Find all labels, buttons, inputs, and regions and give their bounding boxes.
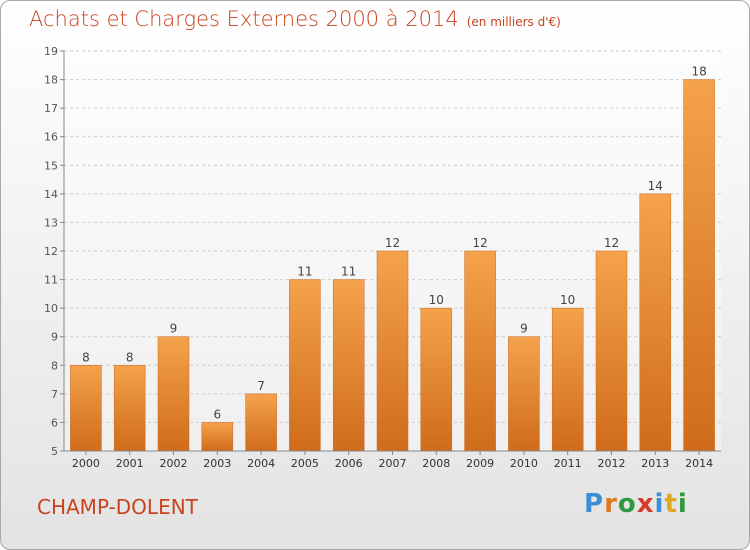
bar-value-label: 18 bbox=[691, 65, 706, 79]
bar-value-label: 14 bbox=[648, 179, 663, 193]
chart-title-unit: (en milliers d'€) bbox=[466, 15, 561, 29]
bar bbox=[639, 193, 672, 452]
y-tick-label: 14 bbox=[44, 188, 58, 201]
x-tick-label: 2010 bbox=[510, 457, 538, 470]
y-tick-label: 16 bbox=[44, 131, 58, 144]
bar bbox=[464, 250, 496, 452]
bar bbox=[595, 250, 628, 452]
bar-value-label: 10 bbox=[560, 293, 575, 307]
x-tick-label: 2009 bbox=[466, 457, 494, 470]
logo-letter: x bbox=[636, 489, 655, 519]
bar-value-label: 12 bbox=[385, 236, 400, 250]
bar bbox=[201, 422, 234, 452]
bar-value-label: 11 bbox=[341, 265, 356, 279]
x-tick-label: 2007 bbox=[379, 457, 407, 470]
y-tick-label: 15 bbox=[44, 159, 58, 172]
x-tick-label: 2014 bbox=[685, 457, 713, 470]
y-tick-label: 13 bbox=[44, 216, 58, 229]
logo-letter: r bbox=[604, 489, 618, 519]
x-tick-label: 2000 bbox=[72, 457, 100, 470]
proxiti-logo[interactable]: Proxiti bbox=[584, 489, 688, 519]
x-tick-label: 2002 bbox=[160, 457, 188, 470]
bar bbox=[70, 365, 102, 452]
logo-letter: P bbox=[584, 489, 605, 519]
bar bbox=[289, 279, 321, 452]
x-tick-label: 2013 bbox=[641, 457, 669, 470]
logo-letter: t bbox=[664, 489, 678, 519]
bar bbox=[157, 336, 190, 452]
y-tick-label: 12 bbox=[44, 245, 58, 258]
bar bbox=[376, 250, 409, 452]
bar-value-label: 6 bbox=[213, 407, 221, 421]
bar bbox=[420, 307, 453, 452]
x-tick-label: 2006 bbox=[335, 457, 363, 470]
y-tick-label: 7 bbox=[51, 388, 58, 401]
y-tick-label: 11 bbox=[44, 274, 58, 287]
x-tick-label: 2012 bbox=[598, 457, 626, 470]
logo-letter: o bbox=[617, 489, 637, 519]
bar bbox=[683, 79, 715, 452]
y-tick-label: 5 bbox=[51, 445, 58, 458]
logo-letter: i bbox=[654, 489, 665, 519]
bar-value-label: 12 bbox=[472, 236, 487, 250]
bar-value-label: 11 bbox=[297, 265, 312, 279]
x-tick-label: 2008 bbox=[422, 457, 450, 470]
commune-name: CHAMP-DOLENT bbox=[37, 495, 198, 519]
bar-value-label: 10 bbox=[429, 293, 444, 307]
bar-value-label: 8 bbox=[126, 350, 134, 364]
y-tick-label: 9 bbox=[51, 331, 58, 344]
x-tick-label: 2001 bbox=[116, 457, 144, 470]
chart-title: Achats et Charges Externes 2000 à 2014 (e… bbox=[29, 7, 561, 31]
bar bbox=[113, 365, 146, 452]
x-tick-label: 2005 bbox=[291, 457, 319, 470]
bar-value-label: 8 bbox=[82, 350, 90, 364]
bar-value-label: 9 bbox=[520, 322, 528, 336]
y-tick-label: 10 bbox=[44, 302, 58, 315]
x-tick-label: 2003 bbox=[203, 457, 231, 470]
bar bbox=[551, 307, 584, 452]
bar bbox=[332, 279, 365, 452]
x-tick-label: 2011 bbox=[554, 457, 582, 470]
x-tick-label: 2004 bbox=[247, 457, 275, 470]
bar-value-label: 12 bbox=[604, 236, 619, 250]
y-tick-label: 8 bbox=[51, 359, 58, 372]
axes: 5 6 7 8 9 10 11 12 13 14 15 16 17 18 19 2000 2001 2002 200… bbox=[44, 45, 721, 470]
bar-value-label: 9 bbox=[170, 322, 178, 336]
bar bbox=[508, 336, 540, 452]
bars: 8 8 9 6 7 11 11 12 10 12 9 10 12 14 18 bbox=[70, 65, 715, 452]
y-tick-label: 6 bbox=[51, 416, 58, 429]
y-tick-label: 17 bbox=[44, 102, 58, 115]
y-tick-label: 18 bbox=[44, 74, 58, 87]
y-tick-label: 19 bbox=[44, 45, 58, 58]
bar-value-label: 7 bbox=[257, 379, 265, 393]
chart-title-main: Achats et Charges Externes 2000 à 2014 bbox=[29, 7, 459, 31]
logo-letter: i bbox=[677, 489, 688, 519]
bar bbox=[245, 393, 277, 452]
